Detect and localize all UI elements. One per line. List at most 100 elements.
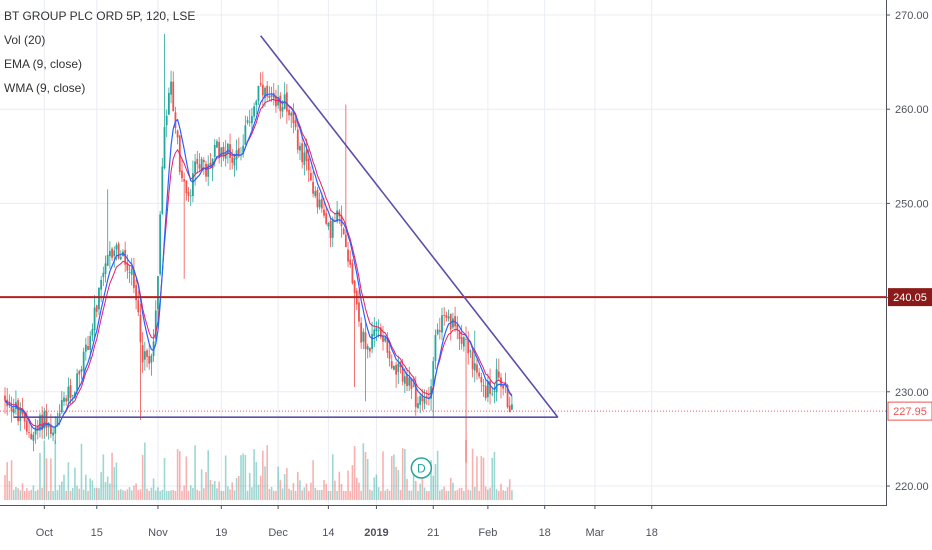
candle-body bbox=[301, 143, 304, 163]
volume-bar bbox=[449, 477, 452, 500]
candle-body bbox=[71, 395, 74, 396]
candle-body bbox=[395, 364, 398, 375]
volume-bar bbox=[126, 489, 129, 500]
volume-bar bbox=[109, 483, 111, 500]
candle-body bbox=[390, 361, 393, 369]
volume-bar bbox=[187, 490, 190, 500]
candle-body bbox=[460, 336, 463, 344]
volume-bar bbox=[196, 489, 199, 500]
volume-bar bbox=[502, 490, 504, 500]
volume-bar bbox=[185, 456, 188, 500]
volume-bar bbox=[78, 488, 81, 500]
volume-bar bbox=[491, 457, 494, 500]
volume-bar bbox=[161, 489, 164, 500]
candle-body bbox=[253, 106, 255, 117]
legend-title[interactable]: BT GROUP PLC ORD 5P, 120, LSE bbox=[4, 9, 196, 23]
candle-body bbox=[281, 107, 284, 112]
volume-bar bbox=[80, 443, 83, 500]
volume-bar bbox=[222, 490, 225, 500]
candle-body bbox=[294, 120, 297, 128]
volume-bar bbox=[473, 486, 476, 500]
volume-bar bbox=[181, 490, 183, 500]
ema-line bbox=[4, 98, 513, 428]
volume-bar bbox=[146, 488, 148, 500]
candle-body bbox=[290, 112, 293, 116]
volume-bar bbox=[104, 482, 107, 500]
candle-body bbox=[69, 385, 72, 398]
time-tick-label: Feb bbox=[478, 527, 497, 539]
volume-bar bbox=[412, 463, 415, 500]
candle-body bbox=[285, 92, 288, 112]
candle-body bbox=[449, 313, 452, 330]
candle-body bbox=[128, 272, 131, 274]
volume-bar bbox=[106, 476, 109, 500]
candle-body bbox=[192, 173, 194, 196]
volume-bar bbox=[338, 471, 341, 500]
candle-body bbox=[401, 366, 404, 382]
candle-body bbox=[82, 351, 85, 371]
volume-bar bbox=[264, 466, 266, 500]
candle-body bbox=[163, 127, 166, 169]
candle-body bbox=[410, 378, 413, 389]
volume-bar bbox=[414, 480, 417, 500]
volume-bar bbox=[207, 450, 210, 500]
volume-bar bbox=[253, 449, 255, 500]
volume-bar bbox=[329, 490, 332, 500]
candle-body bbox=[32, 434, 35, 441]
candle-body bbox=[266, 85, 269, 97]
price-axis[interactable]: 270.00260.00250.00240.00230.00220.00240.… bbox=[886, 0, 932, 550]
candle-body bbox=[207, 164, 210, 177]
volume-bar bbox=[419, 483, 421, 500]
volume-bar bbox=[286, 468, 288, 500]
legend-indicator-wma[interactable]: WMA (9, close) bbox=[4, 81, 86, 95]
volume-bars bbox=[4, 440, 513, 500]
volume-bar bbox=[441, 489, 443, 500]
volume-bar bbox=[408, 490, 411, 500]
candle-body bbox=[87, 345, 89, 350]
candle-body bbox=[277, 97, 280, 106]
volume-bar bbox=[240, 455, 242, 500]
volume-bar bbox=[369, 489, 371, 500]
volume-bar bbox=[36, 489, 39, 500]
volume-bar bbox=[200, 469, 203, 500]
candle-body bbox=[261, 84, 264, 96]
candle-body bbox=[272, 92, 275, 99]
volume-bar bbox=[113, 467, 116, 500]
candle-body bbox=[248, 121, 251, 123]
volume-bar bbox=[476, 456, 478, 500]
candle-body bbox=[379, 327, 382, 338]
time-axis[interactable]: Oct 15 Nov 19 Dec 14 2019 21 Feb 18 Mar 18 bbox=[0, 505, 932, 550]
volume-bar bbox=[266, 445, 268, 500]
candle-body bbox=[417, 403, 419, 408]
candle-body bbox=[213, 145, 216, 157]
volume-bar bbox=[262, 450, 264, 500]
volume-bar bbox=[85, 474, 87, 500]
volume-bar bbox=[478, 490, 480, 500]
volume-bar bbox=[15, 486, 17, 500]
candle-body bbox=[434, 334, 437, 361]
volume-bar bbox=[61, 481, 63, 500]
candle-body bbox=[471, 351, 474, 370]
candle-body bbox=[491, 393, 494, 395]
volume-bar bbox=[511, 490, 513, 500]
volume-bar bbox=[117, 490, 120, 500]
candle-body bbox=[161, 166, 164, 214]
last-price-label: 227.95 bbox=[893, 406, 927, 418]
volume-bar bbox=[325, 483, 327, 500]
volume-bar bbox=[279, 479, 282, 500]
dividend-marker[interactable]: D bbox=[410, 457, 433, 479]
volume-bar bbox=[277, 466, 279, 500]
triangle-descending-trendline[interactable] bbox=[260, 35, 559, 418]
legend-indicator-ema[interactable]: EMA (9, close) bbox=[4, 57, 83, 71]
candle-body bbox=[4, 395, 6, 401]
time-tick-label: Mar bbox=[585, 527, 604, 539]
volume-bar bbox=[373, 477, 376, 500]
legend-indicator-volume[interactable]: Vol (20) bbox=[4, 33, 46, 47]
volume-bar bbox=[209, 479, 212, 500]
candle-body bbox=[25, 420, 28, 432]
candle-body bbox=[148, 355, 151, 364]
volume-bar bbox=[377, 487, 380, 500]
volume-bar bbox=[399, 489, 402, 500]
volume-bar bbox=[242, 453, 244, 500]
